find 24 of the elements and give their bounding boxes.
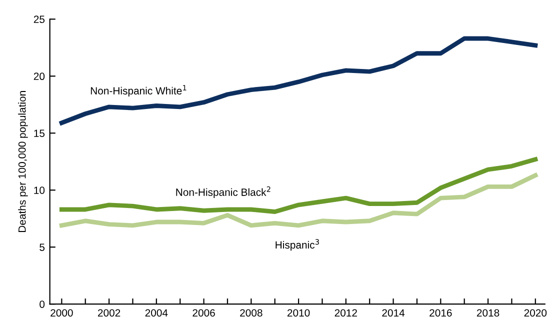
y-tick-label: 5 [40,244,45,251]
y-tick-label: 15 [34,130,45,137]
x-tick-label: 2006 [192,309,215,317]
series-label: Non-Hispanic White$^{1}$ [90,85,186,97]
line-series [59,173,538,228]
x-tick-label: 2010 [287,309,310,317]
x-tick-label: 2016 [430,309,452,317]
x-tick-label: 2020 [524,309,547,317]
x-tick-label: 2018 [476,309,500,317]
series-label: Hispanic$^{3}$ [276,239,319,251]
x-tick-label: 2008 [240,309,262,317]
y-axis-title: Deaths per 100,000 population [18,91,28,232]
series-label: Non-Hispanic Black$^{2}$ [176,186,270,198]
y-tick-label: 0 [40,300,45,308]
x-tick-label: 2004 [145,309,168,317]
y-tick-label: 20 [34,72,45,80]
line-series [59,36,538,126]
y-tick-label: 10 [34,186,45,194]
line-series [59,157,538,214]
x-tick-label: 2012 [334,309,357,317]
x-tick-label: 2002 [98,309,120,317]
y-tick-label: 25 [34,16,45,24]
x-tick-label: 2000 [50,309,73,317]
x-tick-label: 2014 [382,309,405,317]
